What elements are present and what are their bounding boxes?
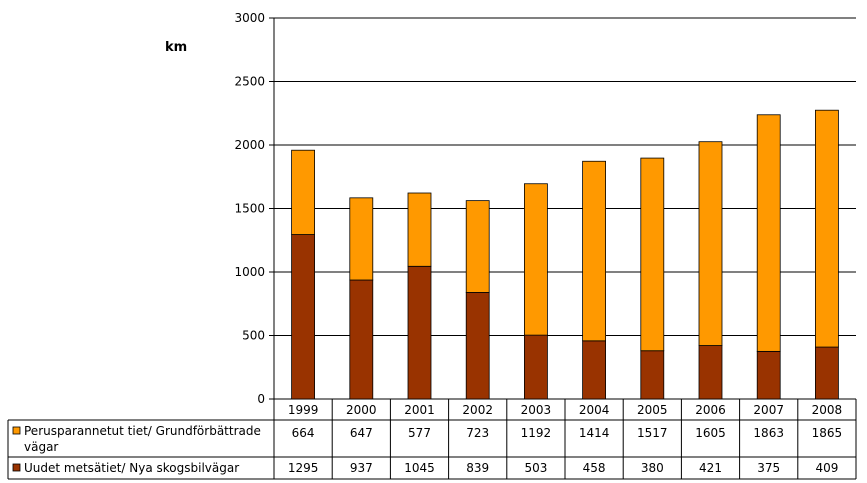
table-cell-new-roads: 458 (583, 461, 606, 475)
table-cell-new-roads: 1295 (288, 461, 319, 475)
x-category-label: 1999 (288, 403, 319, 417)
table-cell-new-roads: 421 (699, 461, 722, 475)
bar-new-roads-2007 (756, 350, 781, 400)
bar-improved-roads-2005 (640, 157, 665, 352)
table-cell-improved-roads: 1192 (521, 426, 552, 440)
bar-improved-roads-2001 (407, 192, 432, 267)
bar-new-roads-1999 (291, 234, 316, 400)
data-table: 1999 664 1295 2000 647 937 2001 577 1045 2002 723 8… (7, 399, 857, 480)
x-category-label: 2004 (579, 403, 610, 417)
y-tick-label: 1500 (234, 202, 265, 216)
bar-new-roads-2004 (582, 340, 606, 400)
bar-new-roads-2008 (815, 346, 839, 400)
x-category-label: 2001 (404, 403, 435, 417)
bar-improved-roads-2006 (698, 141, 723, 346)
table-cell-improved-roads: 1605 (695, 426, 726, 440)
table-cell-new-roads: 1045 (404, 461, 435, 475)
table-cell-improved-roads: 664 (292, 426, 315, 440)
x-category-label: 2000 (346, 403, 377, 417)
table-cell-new-roads: 409 (815, 461, 838, 475)
bar-improved-roads-2007 (756, 114, 781, 352)
bar-new-roads-2000 (349, 279, 374, 400)
bar-new-roads-2002 (465, 292, 490, 400)
y-tick-label: 2500 (234, 75, 265, 89)
bar-improved-roads-2003 (524, 183, 548, 336)
table-cell-new-roads: 839 (466, 461, 489, 475)
x-category-label: 2008 (812, 403, 843, 417)
x-category-label: 2005 (637, 403, 668, 417)
y-tick-label: 3000 (234, 11, 265, 25)
bar-improved-roads-2000 (349, 197, 374, 281)
y-tick-label: 2000 (234, 138, 265, 152)
bar-improved-roads-1999 (291, 149, 316, 235)
legend-swatch-improved-roads (12, 426, 21, 435)
bar-new-roads-2006 (698, 345, 723, 400)
legend-swatch-new-roads (12, 463, 21, 472)
bars (291, 109, 839, 400)
bar-improved-roads-2008 (815, 109, 839, 348)
x-category-label: 2002 (462, 403, 493, 417)
bar-new-roads-2003 (524, 334, 548, 400)
bar-new-roads-2005 (640, 350, 665, 400)
bar-improved-roads-2002 (465, 200, 490, 293)
table-cell-improved-roads: 723 (466, 426, 489, 440)
table-cell-new-roads: 937 (350, 461, 373, 475)
table-cell-improved-roads: 577 (408, 426, 431, 440)
bar-improved-roads-2004 (582, 160, 606, 342)
legend-label-improved-roads-line2: vägar (24, 440, 58, 454)
table-cell-improved-roads: 647 (350, 426, 373, 440)
x-category-label: 2007 (753, 403, 784, 417)
x-category-label: 2003 (521, 403, 552, 417)
table-cell-improved-roads: 1517 (637, 426, 668, 440)
y-tick-label: 0 (257, 392, 265, 406)
table-cell-improved-roads: 1865 (812, 426, 843, 440)
y-axis-unit-label: km (165, 40, 187, 55)
y-tick-label: 500 (242, 329, 265, 343)
legend-label-new-roads: Uudet metsätiet/ Nya skogsbilvägar (24, 461, 239, 475)
table-cell-new-roads: 375 (757, 461, 780, 475)
table-cell-improved-roads: 1414 (579, 426, 610, 440)
y-tick-label: 1000 (234, 265, 265, 279)
bar-new-roads-2001 (407, 265, 432, 400)
table-cell-improved-roads: 1863 (753, 426, 784, 440)
x-category-label: 2006 (695, 403, 726, 417)
legend-label-improved-roads: Perusparannetut tiet/ Grundförbättrade (24, 424, 261, 438)
table-cell-new-roads: 503 (524, 461, 547, 475)
table-cell-new-roads: 380 (641, 461, 664, 475)
